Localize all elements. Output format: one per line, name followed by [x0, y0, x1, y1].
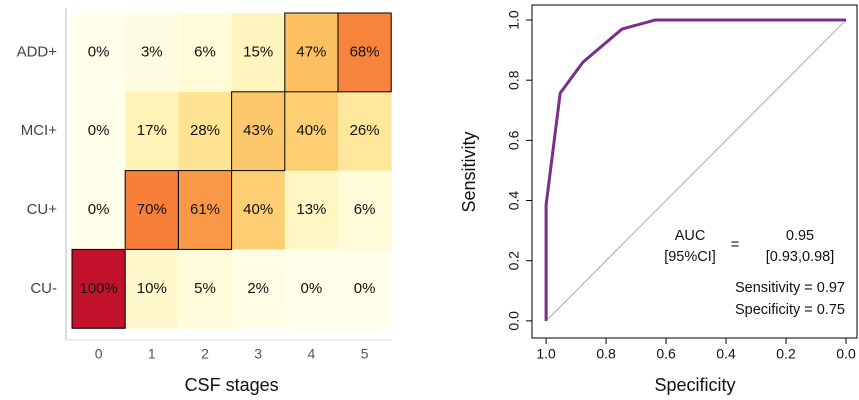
- cell-label: 40%: [243, 201, 273, 218]
- cell: [231, 170, 286, 250]
- cell: [231, 249, 286, 329]
- cell: [338, 13, 392, 93]
- cell-label: 13%: [296, 201, 326, 218]
- reference-diagonal: [545, 19, 847, 322]
- x-tick-label: 1.0: [536, 346, 556, 362]
- x-tick-label: 0: [95, 346, 103, 362]
- cell: [72, 13, 126, 93]
- cell-label: 0%: [301, 280, 323, 297]
- cell-label: 5%: [194, 280, 216, 297]
- cell-label: 15%: [243, 43, 273, 60]
- y-tick-label: 0.0: [506, 311, 522, 331]
- cell-outline: [231, 91, 286, 172]
- cell-label: 61%: [190, 201, 220, 218]
- cell: [284, 13, 339, 93]
- cell: [284, 91, 339, 172]
- y-tick-label: CU-: [30, 280, 57, 297]
- x-tick-label: 4: [308, 346, 316, 362]
- cell-label: 26%: [350, 122, 380, 139]
- cell-label: 40%: [296, 122, 326, 139]
- annotation: [0.93,0.98]: [766, 249, 835, 265]
- cell: [125, 249, 179, 329]
- cell: [178, 13, 233, 93]
- x-axis-label: Specificity: [654, 375, 735, 395]
- annotation: [95%CI]: [664, 249, 716, 265]
- x-tick-label: 0.2: [776, 346, 796, 362]
- annotation: Specificity = 0.75: [735, 302, 845, 318]
- cell: [231, 91, 286, 172]
- cell: [178, 91, 233, 172]
- cell-outline: [337, 12, 392, 93]
- x-tick-label: 3: [254, 346, 262, 362]
- x-tick-label: 5: [361, 346, 369, 362]
- cell: [125, 170, 179, 250]
- cell-label: 0%: [354, 280, 376, 297]
- cell-label: 0%: [88, 122, 110, 139]
- cell: [284, 249, 339, 329]
- plot-frame: [531, 4, 858, 339]
- cell: [178, 249, 233, 329]
- y-tick-label: CU+: [27, 201, 58, 218]
- y-tick-label: 1.0: [506, 10, 522, 30]
- cell-label: 28%: [190, 122, 220, 139]
- cell-label: 6%: [354, 201, 376, 218]
- cell-label: 6%: [194, 43, 216, 60]
- cell: [284, 170, 339, 250]
- cell-label: 3%: [141, 43, 163, 60]
- x-axis-label: CSF stages: [185, 375, 279, 395]
- annotation: =: [731, 237, 739, 253]
- cell: [125, 13, 179, 93]
- x-tick-label: 2: [201, 346, 209, 362]
- y-tick-label: 0.4: [506, 191, 522, 211]
- cell-label: 17%: [137, 122, 167, 139]
- cell: [231, 13, 286, 93]
- cell: [72, 170, 126, 250]
- cell-label: 70%: [137, 201, 167, 218]
- annotation: Sensitivity = 0.97: [735, 280, 845, 296]
- cell-label: 0%: [88, 201, 110, 218]
- cell-label: 47%: [296, 43, 326, 60]
- cell-outline: [71, 248, 126, 329]
- cell-label: 0%: [88, 43, 110, 60]
- cell-label: 10%: [137, 280, 167, 297]
- cell: [72, 249, 126, 329]
- cell-label: 2%: [247, 280, 269, 297]
- x-tick-label: 1: [148, 346, 156, 362]
- y-axis-label: Sensitivity: [459, 131, 479, 212]
- y-tick-label: 0.2: [506, 251, 522, 271]
- cell: [178, 170, 233, 250]
- cell: [338, 170, 392, 250]
- cell-label: 43%: [243, 122, 273, 139]
- annotation: AUC: [675, 228, 706, 244]
- y-tick-label: ADD+: [17, 43, 58, 60]
- x-tick-label: 0.6: [656, 346, 676, 362]
- cell-outline: [177, 170, 233, 250]
- cell: [72, 91, 126, 172]
- y-tick-label: 0.6: [506, 130, 522, 150]
- cell-label: 68%: [350, 43, 380, 60]
- cell: [338, 249, 392, 329]
- roc-curve: [544, 18, 847, 321]
- cell: [338, 91, 392, 172]
- cell-label: 100%: [79, 280, 117, 297]
- y-tick-label: MCI+: [21, 122, 57, 139]
- x-tick-label: 0.4: [716, 346, 736, 362]
- y-tick-label: 0.8: [506, 70, 522, 90]
- annotation: 0.95: [786, 228, 814, 244]
- x-tick-label: 0.0: [836, 346, 856, 362]
- x-tick-label: 0.8: [596, 346, 616, 362]
- cell: [125, 91, 179, 172]
